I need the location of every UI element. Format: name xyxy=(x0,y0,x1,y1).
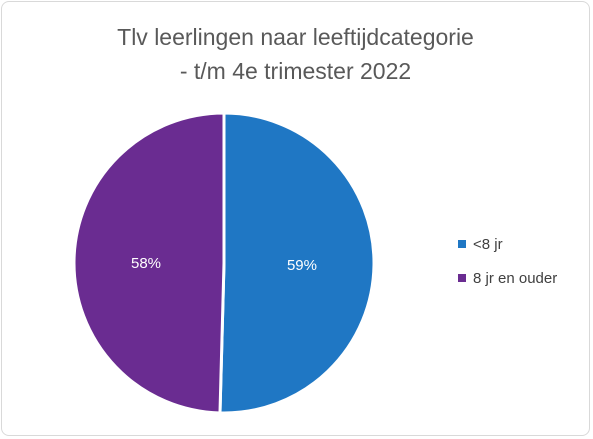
legend-item-8-and-older: 8 jr en ouder xyxy=(458,268,557,288)
legend-item-under-8: <8 jr xyxy=(458,234,557,254)
legend-label-8-and-older: 8 jr en ouder xyxy=(473,269,558,287)
legend-swatch-8-and-older xyxy=(458,274,466,282)
chart-title-line-1: Tlv leerlingen naar leeftijdcategorie xyxy=(117,24,474,50)
legend-label-under-8: <8 jr xyxy=(473,235,503,253)
legend-swatch-under-8 xyxy=(458,240,466,248)
data-label-8-and-older: 58% xyxy=(131,255,161,272)
chart-legend: <8 jr 8 jr en ouder xyxy=(458,234,557,302)
data-label-under-8: 59% xyxy=(287,257,317,274)
pie-slice-under-8 xyxy=(218,111,376,415)
chart-title: Tlv leerlingen naar leeftijdcategorie - … xyxy=(0,20,591,88)
pie-slice-8-and-older xyxy=(72,111,226,415)
chart-title-line-2: - t/m 4e trimester 2022 xyxy=(179,58,412,84)
